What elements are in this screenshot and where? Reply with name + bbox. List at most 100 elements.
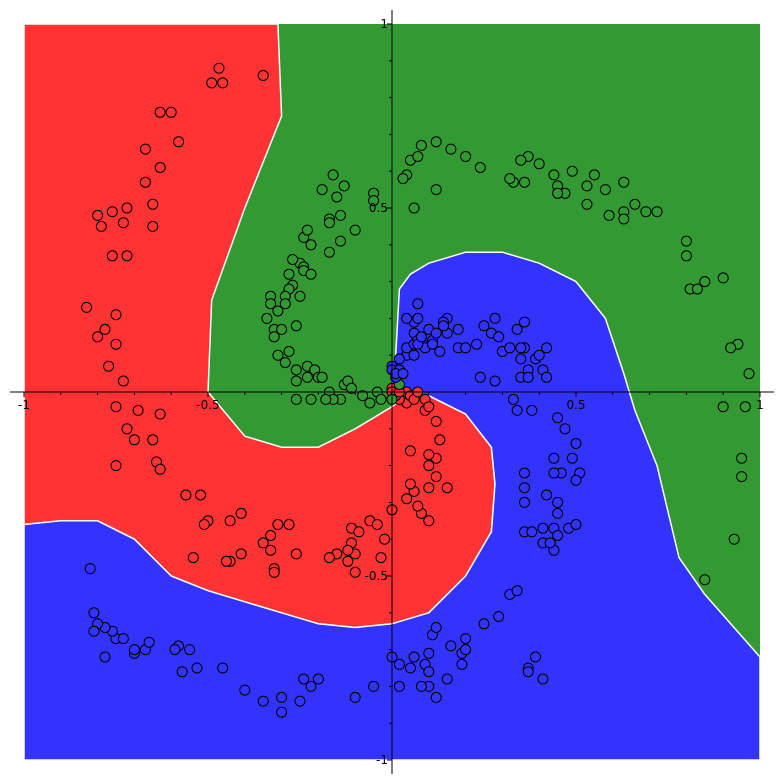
point-green: [346, 382, 357, 394]
point-green: [736, 471, 748, 483]
point-green: [316, 184, 328, 196]
point-red: [154, 463, 166, 475]
point-green: [272, 305, 284, 317]
point-red: [213, 62, 225, 74]
point-red: [106, 250, 118, 262]
point-green: [290, 393, 302, 405]
point-green: [725, 342, 737, 354]
point-green: [717, 272, 729, 284]
point-red: [128, 434, 140, 446]
point-blue: [511, 404, 523, 416]
point-blue: [460, 342, 472, 354]
point-blue: [526, 404, 538, 416]
point-green: [301, 224, 313, 236]
point-blue: [397, 368, 409, 380]
point-blue: [217, 662, 229, 674]
point-green: [581, 198, 593, 210]
point-green: [316, 371, 328, 383]
point-red: [187, 552, 199, 564]
point-green: [445, 143, 457, 155]
point-green: [301, 371, 313, 383]
point-green: [430, 184, 442, 196]
point-green: [338, 180, 350, 192]
point-blue: [456, 658, 468, 670]
point-blue: [84, 563, 96, 575]
point-blue: [519, 496, 530, 508]
point-red: [217, 77, 229, 89]
point-red: [423, 449, 435, 461]
point-green: [349, 224, 361, 236]
point-red: [257, 537, 269, 549]
point-red: [404, 478, 416, 490]
point-red: [423, 460, 435, 472]
point-red: [110, 338, 122, 350]
y-tick-label: 1: [380, 17, 388, 31]
point-red: [441, 482, 453, 494]
point-green: [699, 574, 711, 586]
point-blue: [294, 695, 306, 707]
point-red: [121, 423, 133, 435]
point-blue: [404, 662, 416, 674]
point-red: [139, 176, 151, 188]
point-blue: [452, 323, 464, 335]
point-green: [415, 139, 427, 151]
y-ticks: 1 0.5 -0.5 -1: [365, 17, 392, 767]
point-green: [739, 401, 751, 413]
point-green: [566, 165, 578, 177]
point-green: [335, 209, 346, 221]
point-blue: [570, 438, 582, 449]
y-tick-label: -1: [376, 753, 388, 767]
point-blue: [552, 412, 564, 424]
point-green: [515, 154, 527, 166]
point-red: [165, 106, 177, 118]
point-blue: [519, 316, 530, 328]
point-blue: [412, 298, 424, 310]
point-red: [147, 198, 159, 210]
point-blue: [552, 507, 564, 519]
point-red: [353, 526, 365, 538]
axes: -1 -0.5 0.5 1 1 0.5 -0.5 -1: [10, 10, 774, 774]
point-blue: [471, 338, 483, 350]
point-red: [121, 250, 133, 262]
point-blue: [541, 342, 553, 354]
point-green: [736, 452, 748, 464]
point-green: [276, 323, 288, 335]
point-blue: [548, 452, 560, 464]
point-blue: [298, 673, 310, 685]
point-green: [680, 250, 692, 262]
point-red: [423, 515, 435, 527]
point-red: [235, 548, 247, 560]
point-blue: [88, 607, 100, 619]
point-blue: [427, 338, 438, 350]
point-red: [147, 434, 159, 446]
point-red: [349, 566, 361, 578]
point-red: [154, 162, 166, 173]
point-green: [265, 298, 277, 310]
point-blue: [544, 537, 556, 549]
point-blue: [276, 691, 288, 703]
point-green: [290, 375, 302, 387]
point-green: [364, 397, 376, 409]
point-blue: [474, 371, 486, 383]
point-blue: [128, 644, 140, 656]
point-red: [379, 533, 391, 545]
point-green: [460, 151, 472, 162]
point-green: [651, 206, 663, 218]
point-green: [261, 312, 273, 324]
point-red: [268, 566, 280, 578]
data-points: [81, 62, 755, 718]
point-blue: [489, 312, 501, 324]
point-blue: [522, 666, 534, 678]
point-blue: [349, 691, 361, 703]
point-green: [283, 346, 295, 357]
point-red: [110, 460, 122, 472]
point-red: [147, 220, 159, 232]
point-red: [99, 323, 111, 335]
point-blue: [507, 393, 519, 405]
point-green: [323, 217, 335, 229]
point-red: [412, 500, 424, 512]
point-blue: [493, 331, 505, 343]
point-red: [180, 489, 192, 501]
x-tick-label: -0.5: [196, 398, 219, 412]
